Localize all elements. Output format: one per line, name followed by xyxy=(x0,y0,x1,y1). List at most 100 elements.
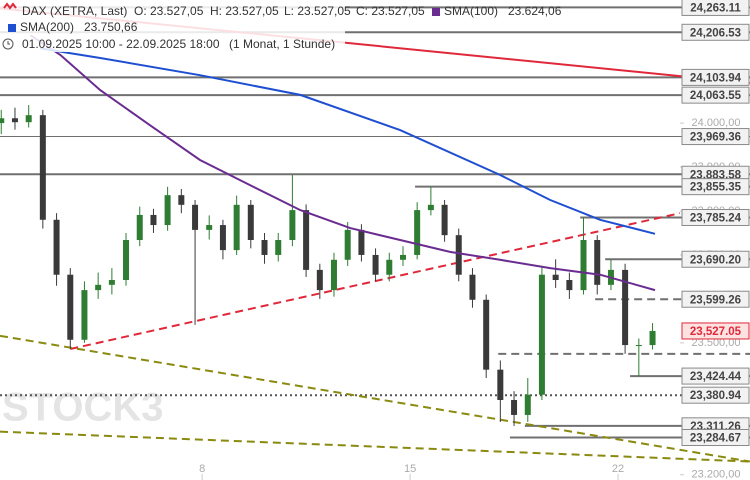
candle-body xyxy=(580,240,587,291)
level-label: 23,599.26 xyxy=(690,294,741,306)
level-label: 23,855.35 xyxy=(690,182,742,194)
clock-hands xyxy=(7,41,10,45)
level-label-box xyxy=(681,290,750,308)
level-label-box xyxy=(681,250,750,268)
candle-body xyxy=(25,115,32,123)
legend-bg xyxy=(0,0,345,52)
level-label: 23,284.67 xyxy=(690,433,741,445)
candle-body xyxy=(219,225,226,251)
candle-body xyxy=(330,259,337,291)
candle-body xyxy=(39,115,46,220)
instrument: DAX (XETRA, Last) xyxy=(22,4,127,18)
candle-body xyxy=(344,229,351,260)
legend: DAX (XETRA, Last) O: 23.527,05 H: 23.527… xyxy=(0,0,562,52)
candle-body xyxy=(511,400,518,415)
legend-swatch xyxy=(8,24,16,32)
candle-body xyxy=(414,210,421,255)
candle-body xyxy=(635,345,642,347)
level-label-box xyxy=(681,208,750,226)
candle-body xyxy=(386,259,393,275)
level-label: 23,424.44 xyxy=(690,371,742,383)
candle-body xyxy=(358,229,365,255)
candle-body xyxy=(316,269,323,291)
level-label-box xyxy=(681,429,750,447)
candle-body xyxy=(497,369,504,400)
candle-body xyxy=(524,394,531,415)
candle-body xyxy=(469,274,476,300)
level-label-box xyxy=(681,367,750,385)
level-label: 23,380.94 xyxy=(690,390,742,402)
ohlc-close: C: 23.527,05 xyxy=(356,4,425,18)
resolution: (1 Monat, 1 Stunde) xyxy=(229,37,335,51)
candle-body xyxy=(67,274,74,340)
sma-line xyxy=(40,47,656,235)
level-label: 24,103.94 xyxy=(690,72,742,84)
clock-icon xyxy=(2,38,14,50)
candle-body xyxy=(289,210,296,240)
y-tick-label: 23.500,00 xyxy=(692,337,741,349)
candle-body xyxy=(622,269,629,346)
candle-body xyxy=(400,254,407,260)
candle-body xyxy=(538,274,545,395)
candle-body xyxy=(150,214,157,226)
candle-body xyxy=(552,274,559,280)
level-label-box xyxy=(681,23,750,41)
ohlc-open: O: 23.527,05 xyxy=(134,4,204,18)
legend-name: SMA(100) xyxy=(444,4,498,18)
level-label: 24,263.11 xyxy=(690,2,741,14)
level-label: 23,785.24 xyxy=(690,213,742,225)
candle-body xyxy=(53,219,60,275)
candle-body xyxy=(123,240,130,280)
x-tick-label: 8 xyxy=(199,463,205,475)
ohlc-high: H: 23.527,05 xyxy=(210,4,279,18)
level-label-box xyxy=(681,86,750,104)
candle-body xyxy=(372,254,379,275)
level-label-box xyxy=(681,128,750,146)
candle-body xyxy=(108,280,115,285)
logo-icon xyxy=(3,2,17,10)
last-price-label: 23,527.05 xyxy=(690,326,742,338)
x-tick-label: 15 xyxy=(404,463,416,475)
candle-body xyxy=(261,240,268,255)
level-label-box xyxy=(681,68,750,86)
candle-body xyxy=(483,299,490,370)
candle-body xyxy=(0,118,5,124)
level-label: 23,690.20 xyxy=(690,254,741,266)
level-label-box xyxy=(681,178,750,196)
candle-body xyxy=(164,195,171,226)
candle-body xyxy=(441,204,448,236)
level-label-box xyxy=(681,386,750,404)
level-label: 23,969.36 xyxy=(690,132,741,144)
y-tick-label: 23.200,00 xyxy=(692,469,741,480)
candle-body xyxy=(192,204,199,230)
trend-line xyxy=(0,430,750,463)
candle-body xyxy=(594,240,601,285)
candle-body xyxy=(566,280,573,291)
last-price-box xyxy=(681,322,750,340)
candle-body xyxy=(95,284,102,291)
y-tick-label: 24.000,00 xyxy=(692,117,741,129)
legend-name: SMA(200) xyxy=(20,20,74,34)
period: 01.09.2025 10:00 - 22.09.2025 18:00 xyxy=(22,37,220,51)
trend-line xyxy=(0,334,750,463)
candle-body xyxy=(206,225,213,230)
sma-line xyxy=(29,34,656,292)
candle-body xyxy=(233,204,240,251)
candle-body xyxy=(427,204,434,211)
level-label: 24,063.55 xyxy=(690,90,742,102)
candle-body xyxy=(247,204,254,240)
candle-body xyxy=(178,195,185,205)
candle-body xyxy=(275,240,282,255)
level-label: 24,206.53 xyxy=(690,27,741,39)
ohlc-low: L: 23.527,05 xyxy=(284,4,351,18)
legend-value: 23.624,06 xyxy=(508,4,562,18)
x-tick-label: 22 xyxy=(612,463,624,475)
watermark: STOCK3 xyxy=(2,386,164,430)
candle-body xyxy=(649,330,656,346)
candle-body xyxy=(136,214,143,240)
candle-body xyxy=(303,210,310,270)
legend-value: 23.750,66 xyxy=(84,20,138,34)
level-label-box xyxy=(681,0,750,16)
candle-body xyxy=(455,235,462,275)
